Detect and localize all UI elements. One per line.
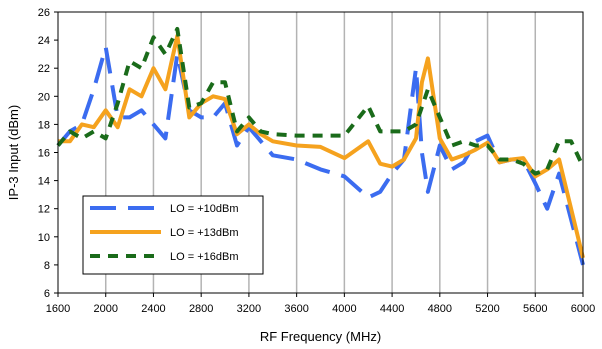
x-tick-label: 2800 (189, 303, 213, 315)
y-tick-label: 20 (38, 91, 50, 103)
legend-label-1: LO = +10dBm (170, 203, 239, 215)
y-tick-label: 8 (44, 260, 50, 272)
y-axis-label: IP-3 Input (dBm) (6, 105, 21, 200)
x-tick-label: 2000 (93, 303, 117, 315)
series-line-2 (58, 33, 585, 259)
x-tick-label: 3600 (284, 303, 308, 315)
y-tick-label: 24 (38, 35, 50, 47)
y-tick-label: 10 (38, 232, 50, 244)
legend-label-3: LO = +16dBm (170, 251, 239, 263)
y-tick-label: 16 (38, 148, 50, 160)
series-line-1 (56, 45, 585, 266)
x-tick-label: 6000 (571, 303, 595, 315)
x-axis: 1600 2000 2400 2800 3200 3600 4000 4400 4800 5200… (46, 293, 595, 315)
y-axis: 6 8 10 12 14 16 18 20 22 24 26 (38, 7, 58, 300)
x-tick-label: 3200 (237, 303, 261, 315)
x-tick-label: 4400 (380, 303, 404, 315)
y-tick-label: 22 (38, 63, 50, 75)
series-line-3 (56, 26, 585, 176)
x-tick-label: 4000 (332, 303, 356, 315)
x-axis-label: RF Frequency (MHz) (260, 329, 381, 344)
y-tick-label: 18 (38, 119, 50, 131)
x-tick-label: 5600 (523, 303, 547, 315)
x-tick-label: 2400 (141, 303, 165, 315)
x-tick-label: 1600 (46, 303, 70, 315)
y-tick-label: 6 (44, 288, 50, 300)
series-group (56, 26, 585, 266)
y-tick-label: 12 (38, 204, 50, 216)
y-tick-label: 14 (38, 176, 50, 188)
legend-label-2: LO = +13dBm (170, 227, 239, 239)
y-tick-label: 26 (38, 7, 50, 19)
x-tick-label: 5200 (475, 303, 499, 315)
legend: LO = +10dBm LO = +13dBm LO = +16dBm (82, 195, 264, 275)
x-tick-label: 4800 (428, 303, 452, 315)
